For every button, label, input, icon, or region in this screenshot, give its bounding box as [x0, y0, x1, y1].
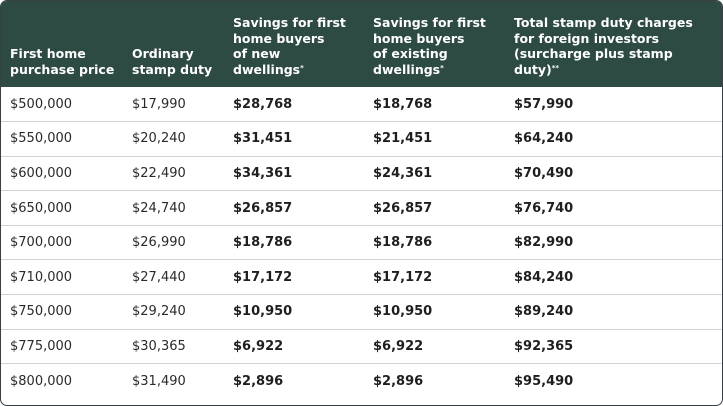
header-foreign-investor-charges: Total stamp duty charges for foreign inve… — [505, 1, 722, 87]
header-line: home buyers — [373, 30, 465, 46]
table-row: $550,000 $20,240 $31,451 $21,451 $64,240 — [1, 121, 722, 157]
cell-foreign-total: $82,990 — [505, 225, 722, 261]
cell-foreign-total: $70,490 — [505, 156, 722, 192]
header-line: stamp duty — [132, 61, 213, 77]
table-row: $650,000 $24,740 $26,857 $26,857 $76,740 — [1, 190, 722, 226]
cell-foreign-total: $84,240 — [505, 259, 722, 296]
cell-savings-new: $31,451 — [224, 121, 364, 157]
header-first-home-purchase-price: First home purchase price — [1, 1, 123, 87]
header-line: Ordinary — [132, 46, 194, 61]
cell-ordinary-duty: $26,990 — [123, 225, 224, 261]
cell-ordinary-duty: $27,440 — [123, 259, 224, 296]
header-line: Total stamp duty charges — [514, 15, 693, 30]
cell-savings-new: $34,361 — [224, 156, 364, 192]
cell-purchase-price: $800,000 — [10, 373, 73, 389]
cell-savings-new: $26,857 — [224, 190, 364, 226]
header-line: Savings for first — [373, 15, 486, 30]
cell-ordinary-duty: $29,240 — [123, 294, 224, 330]
table-row: $800,000 $31,490 $2,896 $2,896 $95,490 — [1, 364, 722, 399]
header-line: purchase price — [10, 61, 115, 77]
cell-savings-new: $17,172 — [224, 259, 364, 296]
table-row: $710,000 $27,440 $17,172 $17,172 $84,240 — [1, 259, 722, 296]
header-line: Savings for first — [233, 15, 346, 30]
header-row: First home purchase price Ordinary stamp du… — [1, 1, 722, 87]
cell-ordinary-duty: $30,365 — [123, 329, 224, 365]
cell-savings-new: $2,896 — [233, 373, 284, 389]
cell-ordinary-duty: $20,240 — [123, 121, 224, 157]
cell-purchase-price: $550,000 — [1, 121, 123, 157]
cell-purchase-price: $500,000 — [1, 87, 123, 123]
cell-savings-existing: $10,950 — [364, 294, 505, 330]
header-line: for foreign investors — [514, 30, 660, 46]
cell-ordinary-duty: $22,490 — [123, 156, 224, 192]
table-header: First home purchase price Ordinary stamp du… — [1, 1, 722, 87]
header-line: (surcharge plus stamp — [514, 46, 673, 61]
cell-savings-new: $28,768 — [224, 87, 364, 123]
cell-foreign-total: $76,740 — [505, 190, 722, 226]
cell-ordinary-duty: $17,990 — [123, 87, 224, 123]
header-line: of existing — [373, 46, 448, 61]
table-row: $775,000 $30,365 $6,922 $6,922 $92,365 — [1, 329, 722, 365]
cell-savings-new: $18,786 — [224, 225, 364, 261]
cell-purchase-price: $710,000 — [1, 259, 123, 296]
header-line: home buyers — [233, 30, 325, 46]
cell-purchase-price: $700,000 — [1, 225, 123, 261]
table-row: $500,000 $17,990 $28,768 $18,768 $57,990 — [1, 87, 722, 123]
header-line: First home — [10, 46, 86, 61]
cell-foreign-total: $57,990 — [505, 87, 722, 123]
table-row: $600,000 $22,490 $34,361 $24,361 $70,490 — [1, 156, 722, 192]
header-line: of new — [233, 46, 281, 61]
cell-savings-existing: $18,786 — [364, 225, 505, 261]
cell-purchase-price: $650,000 — [1, 190, 123, 226]
cell-savings-new: $6,922 — [224, 329, 364, 365]
cell-savings-existing: $17,172 — [364, 259, 505, 296]
cell-purchase-price: $600,000 — [1, 156, 123, 192]
cell-savings-existing: $26,857 — [364, 190, 505, 226]
header-ordinary-stamp-duty: Ordinary stamp duty — [123, 1, 224, 87]
header-line: dwellings* — [373, 61, 444, 77]
cell-purchase-price: $750,000 — [1, 294, 123, 330]
cell-foreign-total: $95,490 — [514, 373, 574, 389]
cell-savings-existing: $18,768 — [364, 87, 505, 123]
table-row: $750,000 $29,240 $10,950 $10,950 $89,240 — [1, 294, 722, 330]
header-savings-new-dwellings: Savings for first home buyers of new dwelli… — [224, 1, 364, 87]
header-line: dwellings* — [233, 61, 304, 77]
stamp-duty-table: First home purchase price Ordinary stamp du… — [1, 1, 722, 398]
cell-savings-existing: $2,896 — [373, 373, 424, 389]
cell-foreign-total: $89,240 — [505, 294, 722, 330]
table-body: $500,000 $17,990 $28,768 $18,768 $57,990 $550… — [1, 87, 722, 398]
cell-foreign-total: $92,365 — [505, 329, 722, 365]
header-line: duty)** — [514, 61, 560, 77]
cell-savings-existing: $24,361 — [364, 156, 505, 192]
cell-purchase-price: $775,000 — [1, 329, 123, 365]
cell-savings-new: $10,950 — [224, 294, 364, 330]
cell-savings-existing: $21,451 — [364, 121, 505, 157]
header-savings-existing-dwellings: Savings for first home buyers of existing d… — [364, 1, 505, 87]
table-row: $700,000 $26,990 $18,786 $18,786 $82,990 — [1, 225, 722, 261]
cell-ordinary-duty: $31,490 — [132, 373, 186, 389]
cell-foreign-total: $64,240 — [505, 121, 722, 157]
cell-savings-existing: $6,922 — [364, 329, 505, 365]
cell-ordinary-duty: $24,740 — [123, 190, 224, 226]
